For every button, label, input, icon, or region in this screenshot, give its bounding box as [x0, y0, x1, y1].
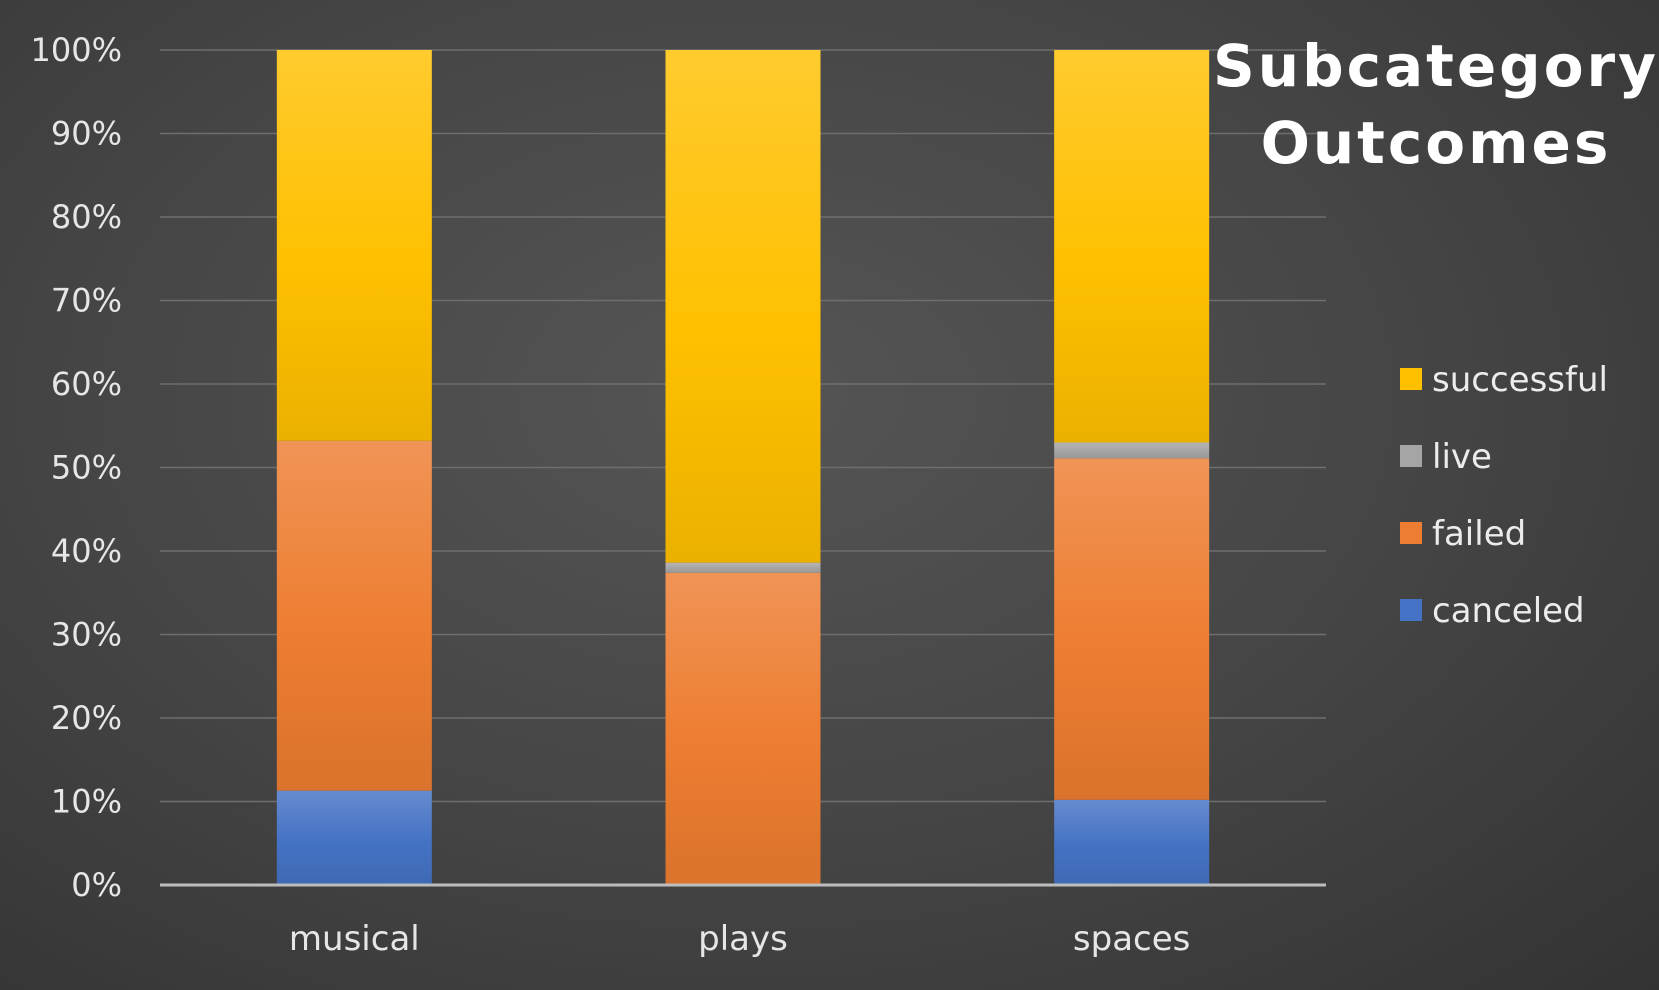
- bar-segment-musical-canceled: [276, 790, 432, 885]
- x-axis-category-labels: musical plays spaces: [289, 919, 1190, 959]
- y-tick-label: 20%: [51, 699, 122, 737]
- bar-segment-musical-failed: [276, 440, 432, 791]
- y-tick-label: 60%: [51, 365, 122, 403]
- x-category-label: spaces: [1073, 919, 1190, 959]
- y-tick-label: 10%: [51, 783, 122, 821]
- y-tick-label: 100%: [31, 31, 122, 69]
- y-tick-label: 90%: [51, 115, 122, 153]
- bar-segment-spaces-successful: [1054, 50, 1210, 443]
- x-category-label: musical: [289, 919, 420, 959]
- legend-swatch-successful: [1400, 368, 1422, 390]
- chart-title-line: Outcomes: [1261, 109, 1612, 177]
- bar-segment-musical-successful: [276, 50, 432, 441]
- legend-label-live: live: [1432, 437, 1492, 477]
- legend-swatch-failed: [1400, 522, 1422, 544]
- bar-segment-plays-live: [665, 562, 821, 573]
- bar-segment-spaces-failed: [1054, 458, 1210, 800]
- bar-segment-spaces-live: [1054, 442, 1210, 459]
- y-tick-label: 40%: [51, 532, 122, 570]
- bar-segment-plays-failed: [665, 572, 821, 885]
- chart-title: Subcategory Outcomes: [1213, 32, 1659, 177]
- legend-label-canceled: canceled: [1432, 591, 1585, 631]
- legend: successful live failed canceled: [1400, 360, 1608, 631]
- chart-title-line: Subcategory: [1213, 32, 1659, 100]
- y-tick-label: 0%: [71, 866, 122, 904]
- bar-segment-plays-successful: [665, 50, 821, 563]
- y-tick-label: 80%: [51, 198, 122, 236]
- y-tick-label: 50%: [51, 449, 122, 487]
- legend-label-failed: failed: [1432, 514, 1526, 554]
- bars: [276, 50, 1210, 885]
- legend-swatch-canceled: [1400, 599, 1422, 621]
- legend-swatch-live: [1400, 445, 1422, 467]
- y-axis-tick-labels: 0% 10% 20% 30% 40% 50% 60% 70% 80% 90% 100%: [31, 31, 122, 904]
- y-tick-label: 30%: [51, 616, 122, 654]
- x-category-label: plays: [698, 919, 788, 959]
- legend-label-successful: successful: [1432, 360, 1608, 400]
- y-tick-label: 70%: [51, 282, 122, 320]
- bar-segment-spaces-canceled: [1054, 799, 1210, 885]
